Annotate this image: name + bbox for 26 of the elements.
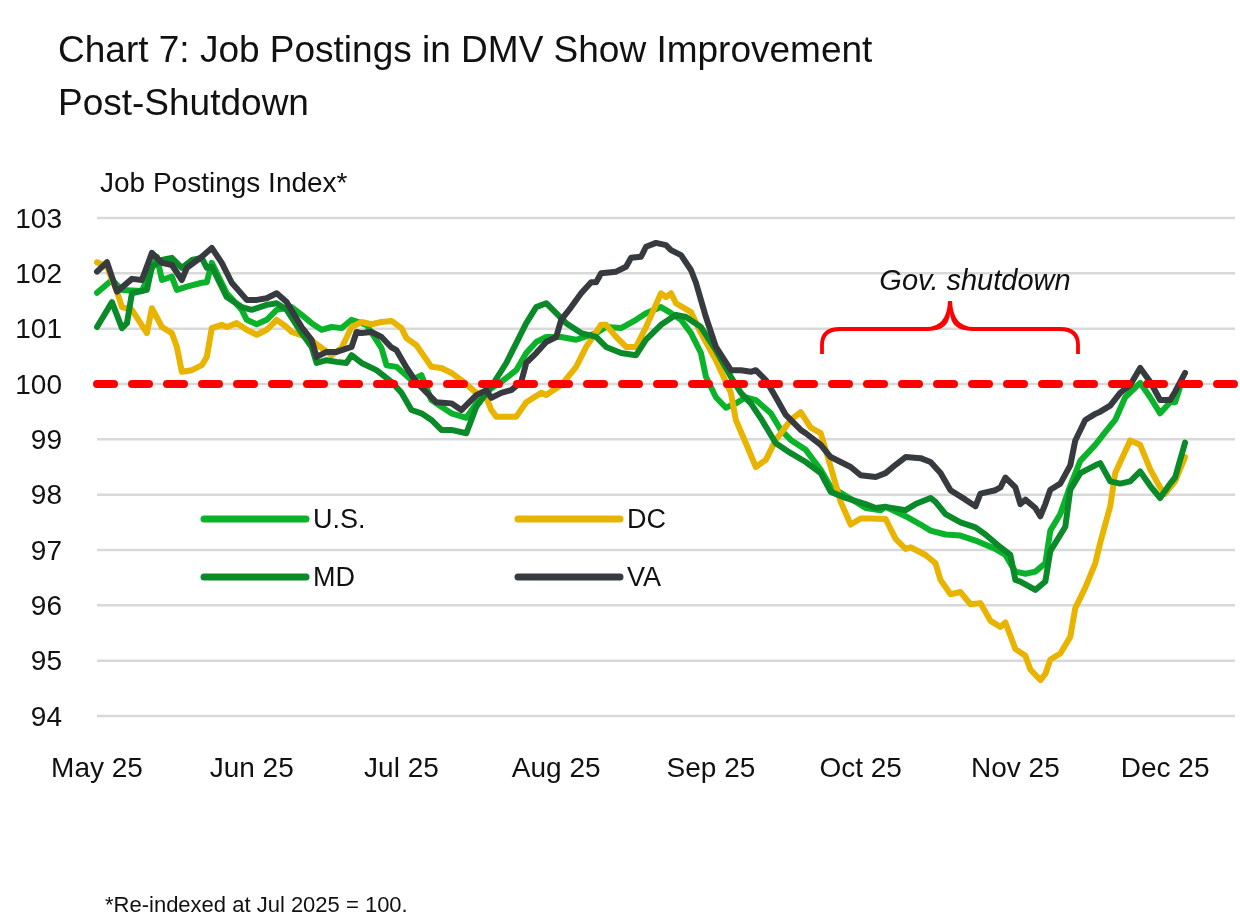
legend-label: VA xyxy=(627,562,662,592)
text: *Re-indexed at Jul 2025 = 100. xyxy=(105,892,408,917)
chart-title: Chart 7: Job Postings in DMV Show Improvement Post-Shutdown xyxy=(58,29,874,123)
y-axis-title: Job Postings Index* xyxy=(100,167,348,198)
x-tick-label: Nov 25 xyxy=(971,752,1060,783)
y-tick-label: 97 xyxy=(30,534,62,566)
legend-label: DC xyxy=(627,504,666,534)
y-tick-label: 94 xyxy=(30,700,62,732)
x-tick-label: Sep 25 xyxy=(666,752,756,783)
x-tick-label: Dec 25 xyxy=(1120,752,1210,783)
x-tick-label: Aug 25 xyxy=(511,752,601,783)
y-tick-label: 101 xyxy=(15,313,62,345)
legend-label: U.S. xyxy=(313,504,366,534)
y-tick-label: 102 xyxy=(15,257,62,289)
y-tick-label: 96 xyxy=(30,589,62,621)
annotation: Gov. shutdown xyxy=(879,264,1071,296)
y-tick-label: 103 xyxy=(15,202,62,234)
y-tick-label: 100 xyxy=(15,368,62,400)
y-tick-label: 95 xyxy=(30,645,62,677)
y-tick-label: 98 xyxy=(30,479,62,511)
y-tick-label: 99 xyxy=(30,423,62,455)
x-tick-label: Jun 25 xyxy=(209,752,294,783)
x-tick-label: Oct 25 xyxy=(819,752,902,783)
x-tick-label: May 25 xyxy=(51,752,143,783)
x-tick-label: Jul 25 xyxy=(364,752,439,783)
legend-label: MD xyxy=(313,562,355,592)
